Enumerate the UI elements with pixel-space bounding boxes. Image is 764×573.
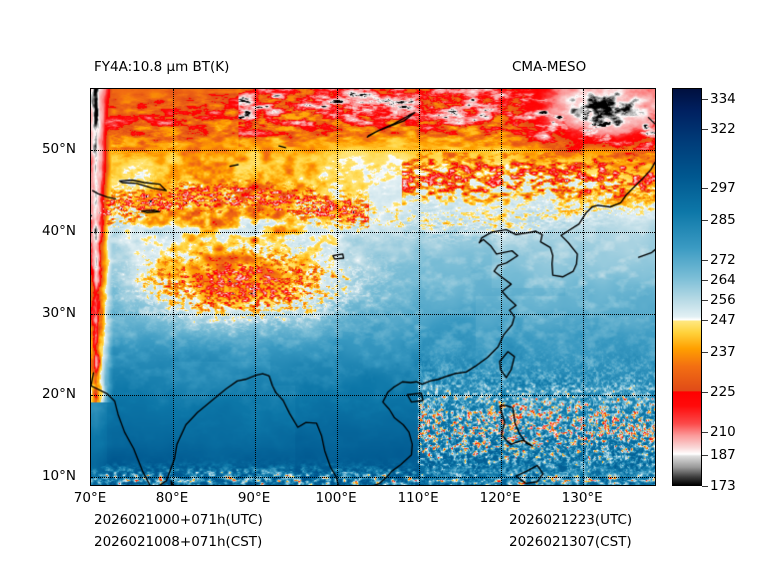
colorbar-tick-mark [702, 454, 708, 456]
colorbar-tick-label: 322 [710, 120, 736, 137]
satellite-brightness-temperature-raster [91, 89, 655, 485]
colorbar-tick-label: 264 [710, 272, 736, 289]
y-tick-label: 10°N [41, 468, 76, 485]
colorbar-tick-label: 225 [710, 384, 736, 401]
colorbar-tick-label: 210 [710, 423, 736, 440]
colorbar-tick-label: 247 [710, 312, 736, 329]
gridline-meridian [173, 89, 175, 485]
colorbar-tick-mark [702, 128, 708, 130]
colorbar-tick-label: 256 [710, 292, 736, 309]
colorbar-tick-label: 285 [710, 212, 736, 229]
colorbar-tick-label: 297 [710, 179, 736, 196]
gridline-parallel [91, 477, 655, 479]
footer-init-cst: 2026021008+071h(CST) [94, 534, 263, 550]
colorbar-tick-mark [702, 187, 708, 189]
colorbar-tick-mark [702, 320, 708, 322]
chart-title-right: CMA-MESO [512, 59, 587, 75]
colorbar-tick-mark [702, 431, 708, 433]
colorbar [672, 88, 702, 486]
colorbar-tick-mark [702, 300, 708, 302]
colorbar-tick-label: 187 [710, 446, 736, 463]
y-tick-label: 30°N [41, 304, 76, 321]
gridline-parallel [91, 232, 655, 234]
x-tick-label: 70°E [73, 490, 107, 506]
footer-init-utc: 2026021000+071h(UTC) [94, 512, 263, 528]
colorbar-tick-label: 173 [710, 478, 736, 494]
gridline-parallel [91, 313, 655, 315]
colorbar-tick-mark [702, 220, 708, 222]
colorbar-tick-label: 237 [710, 343, 736, 360]
gridline-meridian [337, 89, 339, 485]
x-tick-label: 90°E [237, 490, 271, 506]
colorbar-tick-mark [702, 392, 708, 394]
colorbar-tick-label: 334 [710, 91, 736, 108]
x-tick-label: 120°E [479, 490, 521, 506]
y-tick-label: 20°N [41, 386, 76, 403]
colorbar-tick-mark [702, 99, 708, 101]
colorbar-tick-labels: 334 322 297 285 272 264 256 247 237 225 210 187 173 [702, 88, 764, 494]
colorbar-tick-label: 272 [710, 252, 736, 269]
y-axis-tick-labels: 10°N 20°N 30°N 40°N 50°N [0, 88, 84, 486]
footer-valid-utc: 2026021223(UTC) [509, 512, 633, 528]
colorbar-gradient [673, 89, 701, 485]
gridline-parallel [91, 395, 655, 397]
gridline-meridian [583, 89, 585, 485]
x-axis-tick-labels: 70°E 80°E 90°E 100°E 110°E 120°E 130°E [74, 490, 656, 510]
footer-valid-cst: 2026021307(CST) [509, 534, 632, 550]
chart-title-left: FY4A:10.8 μm BT(K) [94, 59, 230, 75]
gridline-parallel [91, 150, 655, 152]
gridline-meridian [255, 89, 257, 485]
y-tick-label: 50°N [41, 141, 76, 158]
x-tick-label: 100°E [315, 490, 357, 506]
x-tick-label: 80°E [155, 490, 189, 506]
colorbar-tick-mark [702, 260, 708, 262]
x-tick-label: 110°E [397, 490, 439, 506]
colorbar-tick-mark [702, 486, 708, 487]
x-tick-label: 130°E [561, 490, 603, 506]
map-plot-area [90, 88, 656, 486]
gridline-meridian [419, 89, 421, 485]
y-tick-label: 40°N [41, 223, 76, 240]
colorbar-tick-mark [702, 351, 708, 353]
colorbar-tick-mark [702, 280, 708, 282]
gridline-meridian [501, 89, 503, 485]
